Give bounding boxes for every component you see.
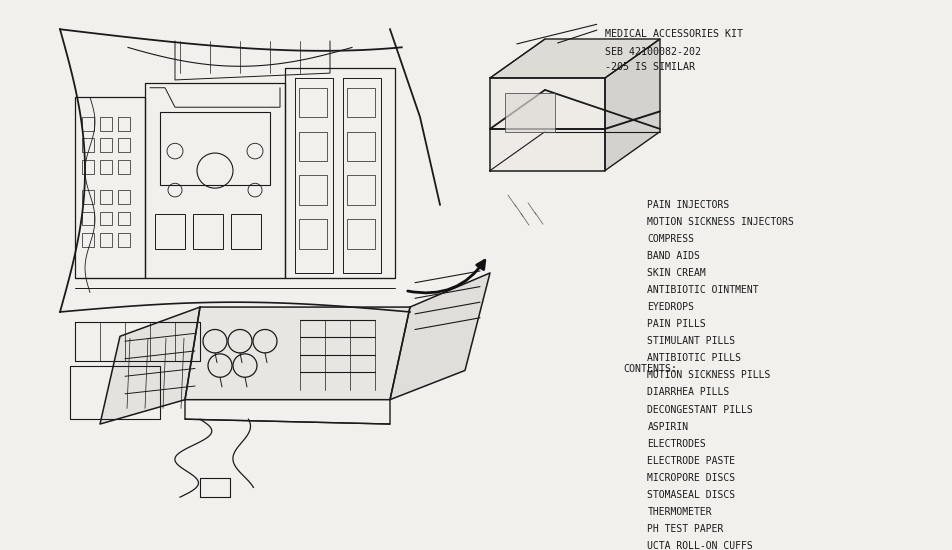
Text: STOMASEAL DISCS: STOMASEAL DISCS (647, 490, 736, 500)
Text: -205 IS SIMILAR: -205 IS SIMILAR (605, 62, 695, 73)
Text: CONTENTS:: CONTENTS: (624, 364, 678, 374)
Bar (82, 233, 94, 246)
Bar (347, 175, 375, 205)
Text: COMPRESS: COMPRESS (647, 234, 694, 244)
Bar (193, 214, 223, 249)
Text: MOTION SICKNESS PILLS: MOTION SICKNESS PILLS (647, 371, 771, 381)
Text: PH TEST PAPER: PH TEST PAPER (647, 524, 724, 534)
Polygon shape (605, 39, 660, 170)
Text: MOTION SICKNESS INJECTORS: MOTION SICKNESS INJECTORS (647, 217, 794, 227)
Bar (82, 160, 94, 173)
Bar (100, 212, 112, 225)
Text: SKIN CREAM: SKIN CREAM (647, 268, 706, 278)
Bar (155, 214, 185, 249)
Text: PAIN INJECTORS: PAIN INJECTORS (647, 200, 729, 210)
Polygon shape (490, 39, 660, 78)
Bar (347, 131, 375, 161)
Bar (82, 139, 94, 152)
Text: ASPIRIN: ASPIRIN (647, 422, 688, 432)
Bar (82, 190, 94, 204)
Text: BAND AIDS: BAND AIDS (647, 251, 701, 261)
Bar (118, 160, 130, 173)
Text: STIMULANT PILLS: STIMULANT PILLS (647, 336, 736, 346)
Text: ANTIBIOTIC PILLS: ANTIBIOTIC PILLS (647, 353, 742, 364)
Bar (100, 160, 112, 173)
Text: EYEDROPS: EYEDROPS (647, 302, 694, 312)
Polygon shape (185, 307, 410, 400)
Polygon shape (390, 273, 490, 400)
Bar (100, 190, 112, 204)
Bar (118, 139, 130, 152)
Bar (100, 117, 112, 131)
Bar (347, 219, 375, 249)
Bar (82, 212, 94, 225)
Text: UCTA ROLL-ON CUFFS: UCTA ROLL-ON CUFFS (647, 541, 753, 550)
Bar (347, 88, 375, 117)
Bar (299, 88, 327, 117)
Bar (505, 92, 555, 131)
Text: ANTIBIOTIC OINTMENT: ANTIBIOTIC OINTMENT (647, 285, 759, 295)
Bar (118, 117, 130, 131)
Text: ELECTRODES: ELECTRODES (647, 439, 706, 449)
Bar (299, 175, 327, 205)
Text: MEDICAL ACCESSORIES KIT: MEDICAL ACCESSORIES KIT (605, 29, 743, 39)
Text: PAIN PILLS: PAIN PILLS (647, 319, 706, 329)
Text: SEB 42100082-202: SEB 42100082-202 (605, 47, 701, 57)
Bar (100, 233, 112, 246)
Text: ELECTRODE PASTE: ELECTRODE PASTE (647, 456, 736, 466)
Text: DECONGESTANT PILLS: DECONGESTANT PILLS (647, 405, 753, 415)
Bar (299, 219, 327, 249)
Bar (118, 190, 130, 204)
Bar (299, 131, 327, 161)
Polygon shape (490, 78, 605, 170)
Text: THERMOMETER: THERMOMETER (647, 507, 712, 517)
Text: MICROPORE DISCS: MICROPORE DISCS (647, 473, 736, 483)
Bar (160, 112, 270, 185)
Polygon shape (100, 307, 200, 424)
Bar (118, 212, 130, 225)
Text: DIARRHEA PILLS: DIARRHEA PILLS (647, 388, 729, 398)
Bar (118, 233, 130, 246)
Bar (231, 214, 261, 249)
Bar (82, 117, 94, 131)
Bar (100, 139, 112, 152)
